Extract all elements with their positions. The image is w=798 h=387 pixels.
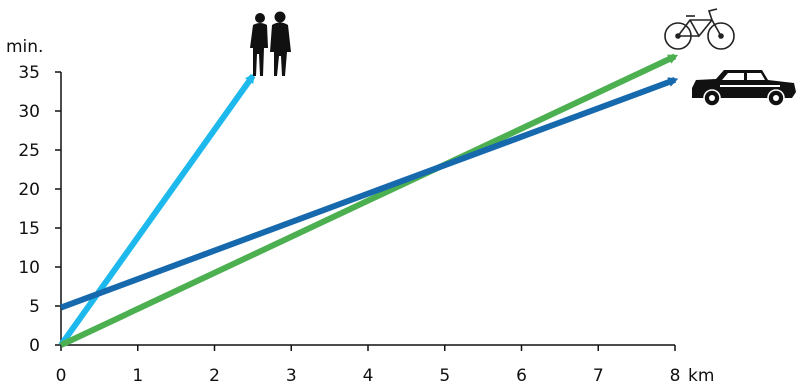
y-tick-label: 5 <box>29 297 40 317</box>
y-tick-label: 35 <box>18 63 40 83</box>
series-layer <box>58 53 679 348</box>
y-tick-label: 20 <box>18 180 40 200</box>
y-tick-label: 25 <box>18 141 40 161</box>
x-tick-label: 2 <box>209 366 220 386</box>
y-tick-label: 0 <box>29 336 40 356</box>
x-tick-label: 1 <box>132 366 143 386</box>
x-tick-label: 0 <box>56 366 67 386</box>
y-axis-title: min. <box>6 37 43 57</box>
x-tick-label: 7 <box>593 366 604 386</box>
x-axis-ticks: 0 1 2 3 4 5 6 7 8 <box>56 345 681 386</box>
walking-series-line <box>58 73 256 347</box>
car-series-line <box>59 76 679 311</box>
y-tick-label: 10 <box>18 258 40 278</box>
x-tick-label: 3 <box>286 366 297 386</box>
car-icon <box>692 70 796 107</box>
walking-people-icon <box>250 11 291 76</box>
y-tick-label: 30 <box>18 102 40 122</box>
y-axis-ticks: 0 5 10 15 20 25 30 35 <box>18 63 61 356</box>
y-tick-label: 15 <box>18 219 40 239</box>
x-axis-title: km <box>688 366 714 386</box>
x-tick-label: 6 <box>516 366 527 386</box>
bicycle-series-line <box>59 53 679 348</box>
x-tick-label: 5 <box>439 366 450 386</box>
x-tick-label: 8 <box>670 366 681 386</box>
bicycle-icon <box>664 8 735 50</box>
x-tick-label: 4 <box>363 366 374 386</box>
